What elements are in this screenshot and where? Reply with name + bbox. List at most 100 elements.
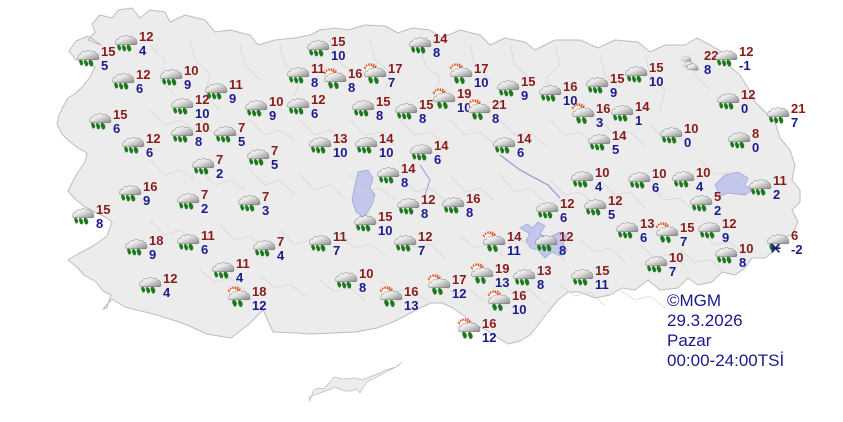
svg-text:7: 7 [418,243,425,258]
svg-text:10: 10 [474,75,488,90]
svg-text:8: 8 [752,126,759,141]
svg-text:11: 11 [311,61,325,76]
svg-text:7: 7 [791,115,798,130]
svg-text:7: 7 [201,187,208,202]
svg-text:8: 8 [466,205,473,220]
svg-text:16: 16 [348,66,362,81]
svg-text:5: 5 [271,157,278,172]
svg-text:0: 0 [752,140,759,155]
svg-text:4: 4 [696,179,704,194]
svg-text:6: 6 [201,242,208,257]
svg-text:8: 8 [421,206,428,221]
svg-text:3: 3 [596,115,603,130]
svg-text:12: 12 [739,44,753,59]
svg-text:7: 7 [277,234,284,249]
svg-text:16: 16 [563,79,577,94]
svg-text:16: 16 [143,179,157,194]
svg-text:13: 13 [333,131,347,146]
svg-text:8: 8 [704,62,711,77]
svg-text:6: 6 [113,121,120,136]
svg-text:5: 5 [714,189,721,204]
svg-text:15: 15 [610,71,624,86]
svg-text:7: 7 [262,189,269,204]
svg-text:15: 15 [649,60,663,75]
svg-text:12: 12 [163,271,177,286]
svg-text:15: 15 [113,107,127,122]
svg-text:0: 0 [684,135,691,150]
svg-text:6: 6 [517,145,524,160]
svg-text:16: 16 [404,284,418,299]
svg-text:17: 17 [452,272,466,287]
svg-text:-2: -2 [791,242,803,257]
svg-text:15: 15 [595,263,609,278]
svg-text:10: 10 [378,223,392,238]
svg-text:8: 8 [376,108,383,123]
svg-text:12: 12 [136,67,150,82]
svg-text:12: 12 [311,92,325,107]
svg-text:16: 16 [596,101,610,116]
svg-text:8: 8 [348,80,355,95]
svg-text:10: 10 [457,100,471,115]
svg-text:12: 12 [195,92,209,107]
svg-text:14: 14 [434,138,449,153]
svg-text:10: 10 [184,63,198,78]
svg-text:11: 11 [507,243,521,258]
svg-text:9: 9 [229,91,236,106]
svg-text:10: 10 [595,165,609,180]
svg-text:14: 14 [433,31,448,46]
svg-text:10: 10 [331,48,345,63]
svg-text:10: 10 [333,145,347,160]
svg-text:11: 11 [595,277,609,292]
svg-text:13: 13 [404,298,418,313]
svg-text:18: 18 [149,233,163,248]
svg-text:9: 9 [610,85,617,100]
svg-text:7: 7 [216,152,223,167]
svg-text:11: 11 [236,256,250,271]
svg-text:7: 7 [333,243,340,258]
svg-text:15: 15 [96,202,110,217]
svg-text:21: 21 [492,97,506,112]
svg-text:6: 6 [311,106,318,121]
svg-text:12: 12 [418,229,432,244]
svg-text:2: 2 [714,203,721,218]
svg-text:15: 15 [419,97,433,112]
svg-text:1: 1 [635,113,642,128]
svg-text:14: 14 [401,161,416,176]
svg-text:5: 5 [612,142,619,157]
svg-text:7: 7 [669,264,676,279]
svg-text:29.3.2026: 29.3.2026 [667,311,743,330]
svg-text:8: 8 [359,280,366,295]
svg-text:9: 9 [722,230,729,245]
svg-text:11: 11 [333,229,347,244]
svg-text:9: 9 [143,193,150,208]
svg-text:0: 0 [741,101,748,116]
svg-text:15: 15 [376,94,390,109]
svg-text:8: 8 [433,45,440,60]
svg-text:10: 10 [269,94,283,109]
svg-text:5: 5 [101,58,108,73]
svg-text:12: 12 [722,216,736,231]
svg-text:19: 19 [457,86,471,101]
svg-text:17: 17 [474,61,488,76]
svg-text:4: 4 [277,248,285,263]
svg-text:8: 8 [311,75,318,90]
svg-text:8: 8 [559,243,566,258]
svg-text:2: 2 [201,201,208,216]
svg-text:6: 6 [434,152,441,167]
svg-text:7: 7 [680,234,687,249]
svg-text:13: 13 [640,216,654,231]
svg-text:2: 2 [216,166,223,181]
svg-text:17: 17 [388,61,402,76]
svg-text:14: 14 [635,99,650,114]
svg-text:14: 14 [507,229,522,244]
svg-text:15: 15 [680,220,694,235]
svg-text:6: 6 [652,180,659,195]
svg-text:4: 4 [139,43,147,58]
svg-text:6: 6 [136,81,143,96]
svg-text:14: 14 [379,131,394,146]
svg-text:16: 16 [512,288,526,303]
svg-text:6: 6 [640,230,647,245]
svg-text:12: 12 [252,298,266,313]
svg-text:13: 13 [537,263,551,278]
svg-text:6: 6 [791,228,798,243]
